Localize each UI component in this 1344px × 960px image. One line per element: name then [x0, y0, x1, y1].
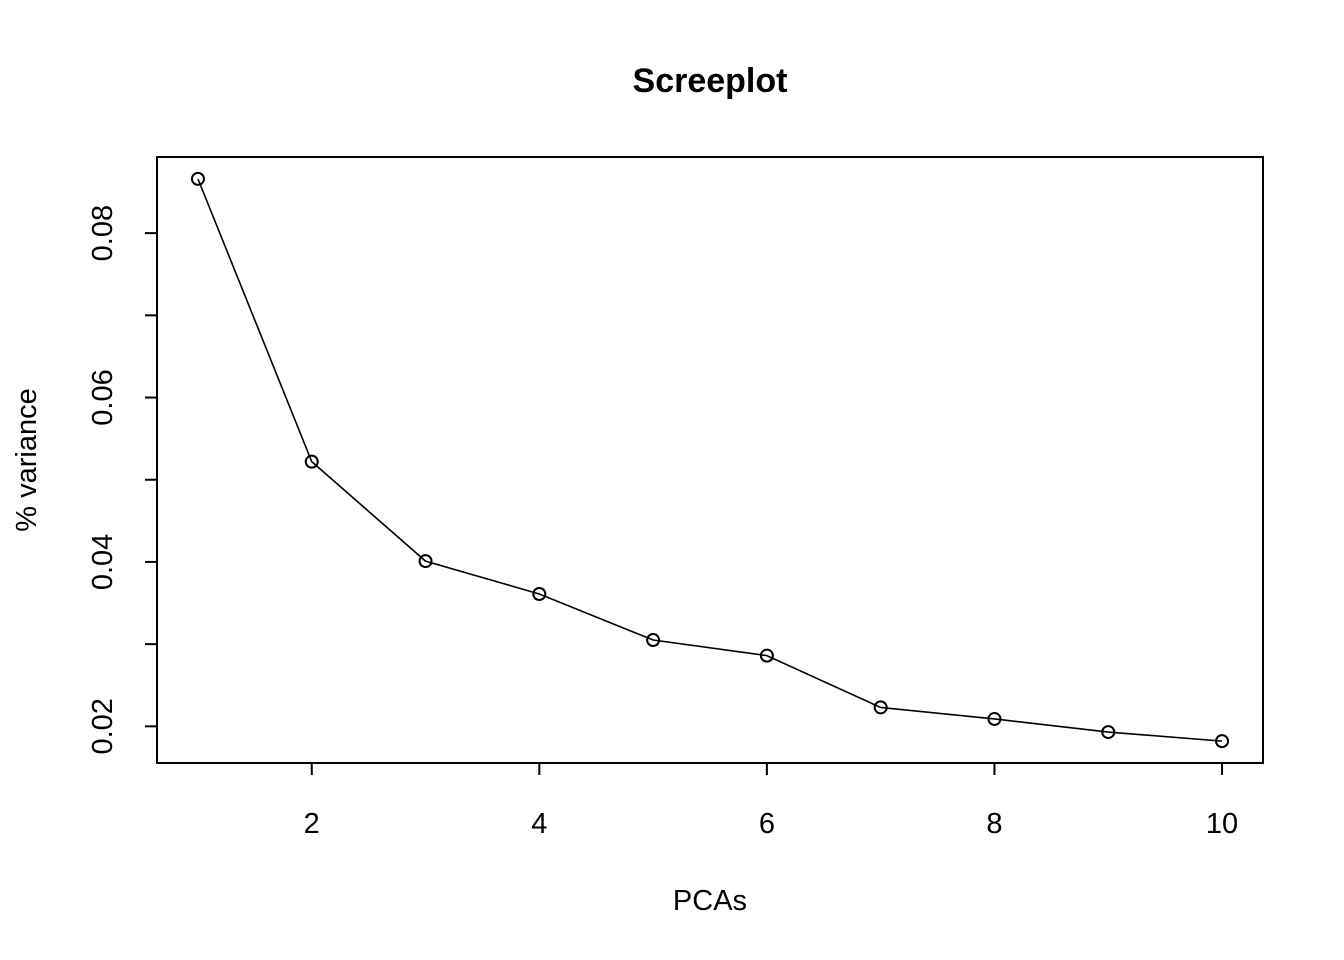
x-tick-label: 10	[1206, 808, 1238, 840]
data-point	[759, 648, 774, 663]
x-axis: 2 4 6 8 10	[304, 762, 1238, 840]
data-point	[1101, 725, 1116, 740]
y-tick-label: 0.04	[87, 534, 119, 590]
data-point	[873, 700, 888, 715]
x-tick-label: 8	[986, 808, 1002, 840]
series-variance	[190, 171, 1230, 749]
series-line	[197, 178, 1223, 742]
y-tick-label: 0.06	[87, 369, 119, 425]
x-tick-label: 2	[304, 808, 320, 840]
plot-frame	[156, 156, 1264, 764]
data-point	[646, 633, 661, 648]
y-tick-label: 0.08	[87, 205, 119, 261]
y-axis: 0.02 0.04 0.06 0.08	[87, 205, 158, 755]
x-axis-label: PCAs	[673, 885, 747, 917]
data-point	[1215, 734, 1230, 749]
data-point	[304, 454, 319, 469]
data-point	[190, 171, 205, 186]
data-point	[418, 554, 433, 569]
data-point	[532, 586, 547, 601]
x-tick-label: 6	[759, 808, 775, 840]
y-tick-label: 0.02	[87, 698, 119, 754]
x-tick-label: 4	[531, 808, 547, 840]
y-axis-label: % variance	[11, 388, 43, 531]
data-point	[987, 711, 1002, 726]
chart-title: Screeplot	[633, 62, 788, 100]
